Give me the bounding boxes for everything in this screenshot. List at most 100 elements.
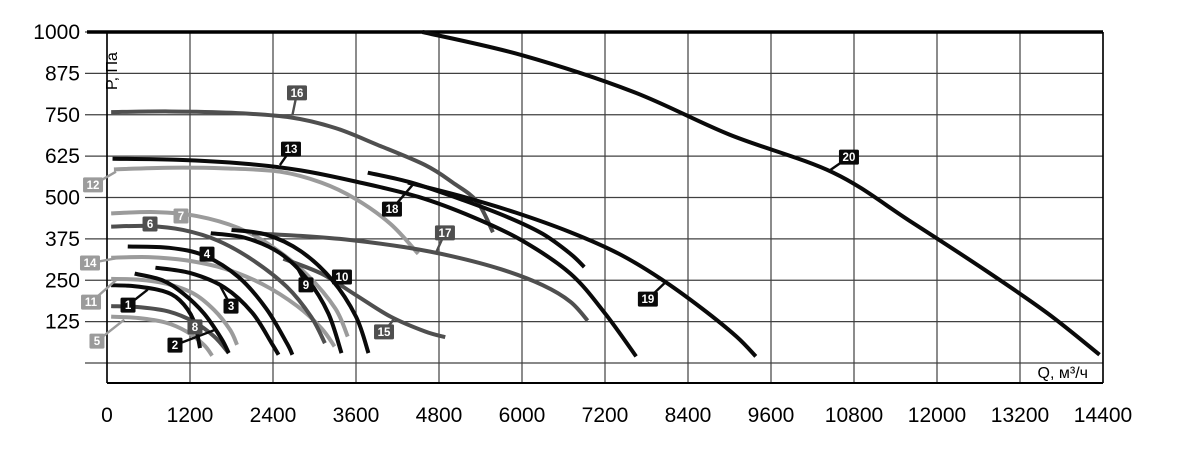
badge-number-13: 13 [285, 144, 298, 156]
badge-number-5: 5 [94, 336, 101, 348]
y-axis-title: P, Па [104, 52, 121, 90]
badge-17: 17 [434, 225, 455, 255]
curve-2 [134, 271, 231, 354]
badge-number-12: 12 [87, 180, 100, 192]
badge-number-16: 16 [291, 88, 304, 100]
x-tick-8400: 8400 [665, 404, 712, 427]
badge-box-2 [167, 337, 183, 353]
badge-number-19: 19 [641, 294, 654, 306]
x-tick-10800: 10800 [825, 404, 883, 427]
badge-number-4: 4 [204, 249, 211, 261]
curve-17 [252, 231, 590, 322]
curve-12 [113, 165, 420, 256]
badge-box-17 [434, 225, 455, 241]
grid [85, 31, 1104, 383]
badge-number-2: 2 [172, 340, 178, 352]
badge-number-15: 15 [378, 327, 391, 339]
badge-3: 3 [217, 281, 239, 314]
y-tick-375: 375 [45, 228, 80, 251]
badge-box-19 [637, 291, 658, 307]
badge-box-20 [838, 149, 859, 165]
y-tick-250: 250 [45, 269, 80, 292]
x-tick-4800: 4800 [416, 404, 463, 427]
y-tick-500: 500 [45, 187, 80, 210]
curve-19 [407, 180, 758, 358]
badge-15: 15 [374, 318, 395, 340]
badge-box-9 [298, 277, 314, 293]
y-tick-750: 750 [45, 104, 80, 127]
badge-2: 2 [167, 328, 216, 353]
badge-box-15 [374, 324, 395, 340]
badge-box-7 [173, 208, 189, 224]
plot-frame [87, 30, 1104, 384]
badge-number-17: 17 [439, 228, 452, 240]
badge-number-10: 10 [336, 272, 349, 284]
badge-box-12 [83, 177, 104, 193]
badge-10: 10 [331, 269, 352, 286]
curve-4 [127, 244, 295, 356]
x-tick-3600: 3600 [333, 404, 380, 427]
badge-14: 14 [79, 255, 116, 271]
badge-number-9: 9 [303, 280, 309, 292]
badge-9: 9 [296, 269, 314, 293]
curve-13 [112, 156, 638, 358]
badge-box-13 [280, 141, 301, 157]
badge-number-3: 3 [228, 301, 234, 313]
x-axis-title: Q, м³/ч [1037, 365, 1088, 382]
curve-16 [111, 109, 495, 234]
badge-number-11: 11 [85, 297, 98, 309]
curves-black [111, 30, 1101, 358]
curve-3 [155, 265, 281, 356]
badge-20: 20 [829, 149, 859, 172]
curve-14 [111, 254, 337, 348]
x-tick-7200: 7200 [582, 404, 629, 427]
badge-5: 5 [89, 318, 126, 349]
badge-12: 12 [83, 170, 117, 193]
curve-5 [111, 314, 214, 357]
curve-8 [111, 304, 231, 355]
curve-20 [421, 30, 1101, 357]
badge-box-11 [81, 294, 102, 310]
y-tick-125: 125 [45, 311, 80, 334]
curves-dark-gray [111, 109, 590, 355]
curve-15 [282, 256, 446, 340]
badge-number-1: 1 [125, 300, 132, 312]
x-tick-12000: 12000 [908, 404, 966, 427]
badge-number-8: 8 [192, 322, 199, 334]
badge-18: 18 [381, 183, 415, 217]
badge-13: 13 [278, 141, 301, 166]
x-tick-1200: 1200 [167, 404, 214, 427]
x-tick-14400: 14400 [1074, 404, 1132, 427]
curve-11 [111, 276, 239, 346]
badge-number-18: 18 [386, 204, 399, 216]
curve-9 [210, 231, 344, 354]
badge-19: 19 [637, 281, 667, 307]
badge-box-1 [120, 297, 136, 313]
badge-box-8 [187, 319, 203, 335]
y-tick-625: 625 [45, 145, 80, 168]
badge-box-16 [287, 85, 308, 101]
x-tick-6000: 6000 [499, 404, 546, 427]
curve-10 [231, 227, 371, 354]
badge-box-5 [89, 333, 105, 349]
curve-7 [111, 209, 350, 338]
badge-box-18 [381, 201, 402, 217]
badge-8: 8 [187, 319, 204, 335]
badge-box-3 [223, 298, 239, 314]
badge-box-4 [199, 246, 215, 262]
badge-box-10 [331, 269, 352, 285]
curves-light-gray [111, 165, 420, 357]
badge-16: 16 [287, 85, 308, 116]
badge-number-6: 6 [147, 219, 153, 231]
badge-4: 4 [193, 246, 215, 262]
x-tick-9600: 9600 [748, 404, 795, 427]
badge-box-6 [142, 216, 158, 232]
y-tick-1000: 1000 [33, 21, 80, 44]
y-tick-875: 875 [45, 62, 80, 85]
x-tick-0: 0 [101, 404, 113, 427]
x-tick-2400: 2400 [250, 404, 297, 427]
